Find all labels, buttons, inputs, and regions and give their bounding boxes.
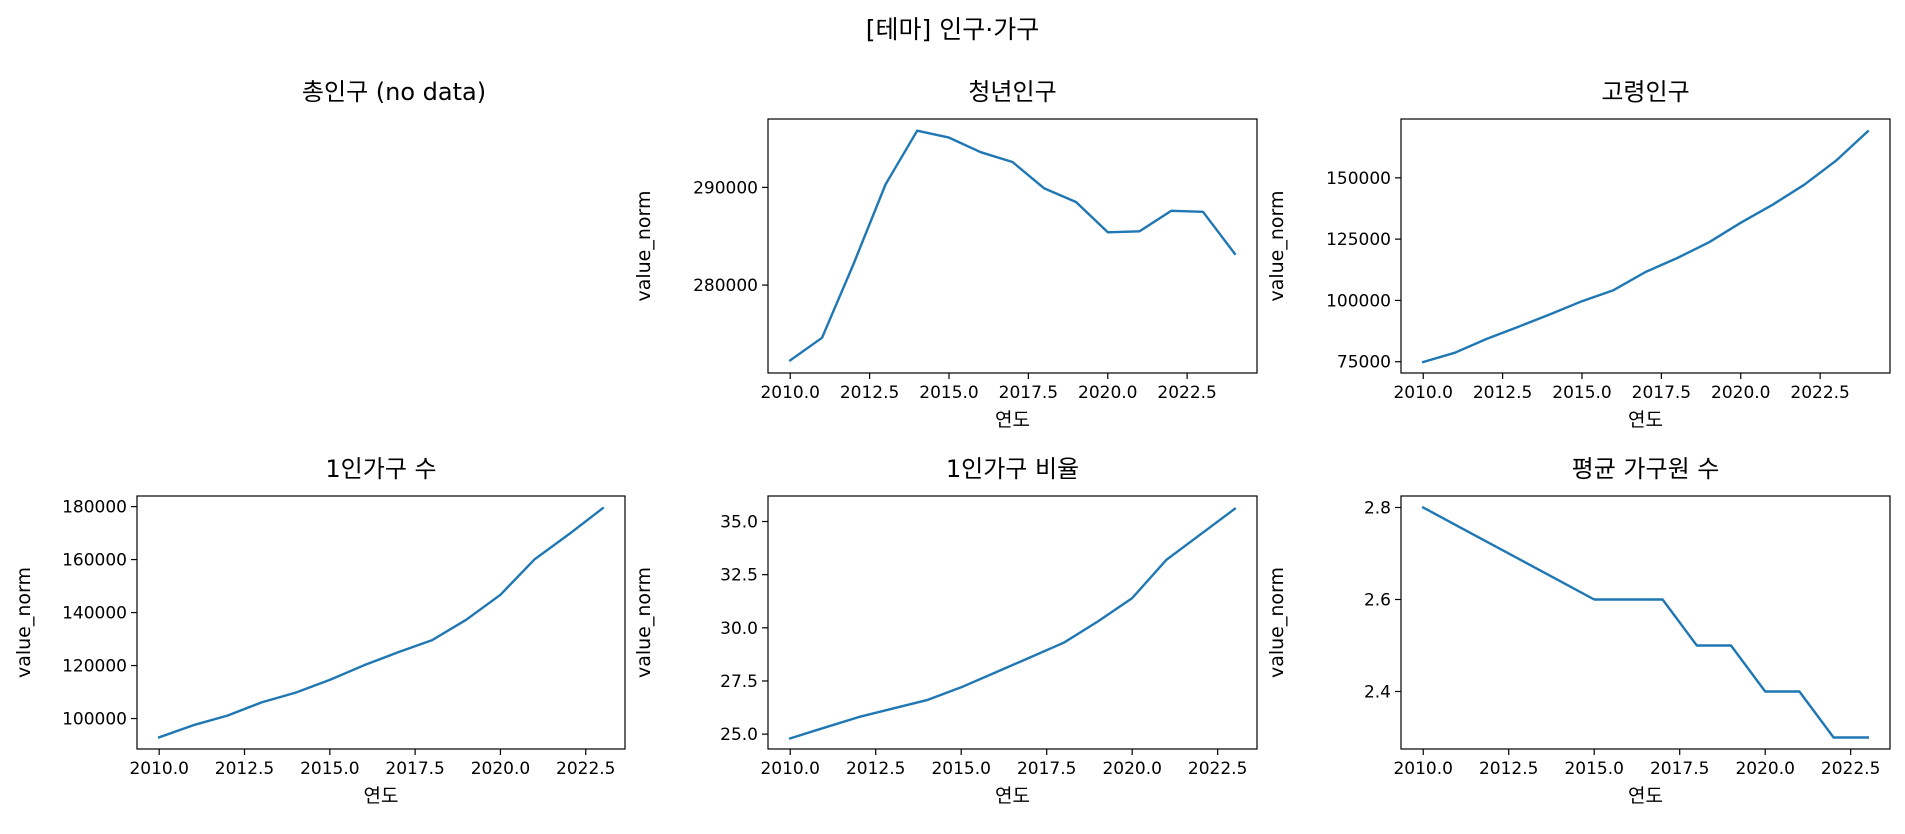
y-tick-label: 32.5 xyxy=(720,566,758,586)
x-axis-label: 연도 xyxy=(995,785,1030,807)
x-tick-label: 2010.0 xyxy=(129,759,188,779)
x-tick-label: 2010.0 xyxy=(1393,759,1452,779)
series-line xyxy=(157,506,605,739)
axes-frame xyxy=(767,495,1258,750)
y-tick-label: 30.0 xyxy=(720,619,758,639)
axes-frame xyxy=(767,118,1258,374)
subplot-5: 1인가구 비율 2010.0 2012.5 2015.0 2017.5 2020.0 202… xyxy=(633,455,1258,807)
x-axis-label: 연도 xyxy=(1628,409,1663,431)
subplot-3: 고령인구 2010.0 2012.5 2015.0 2017.5 2020.0 2022.5… xyxy=(1266,78,1891,431)
subplot-title: 평균 가구원 수 xyxy=(1572,455,1720,483)
y-tick-label: 180000 xyxy=(62,498,127,518)
y-tick-label: 140000 xyxy=(62,604,127,624)
y-tick-label: 160000 xyxy=(62,551,127,571)
y-tick-label: 150000 xyxy=(1326,169,1391,189)
x-tick-label: 2022.5 xyxy=(1790,383,1849,403)
y-tick-label: 2.6 xyxy=(1364,591,1391,611)
y-tick-label: 100000 xyxy=(62,710,127,730)
x-tick-label: 2020.0 xyxy=(1078,383,1137,403)
x-tick-label: 2017.5 xyxy=(1017,759,1076,779)
subplot-4: 1인가구 수 2010.0 2012.5 2015.0 2017.5 2020.0 2022… xyxy=(13,455,626,807)
figure-title: [테마] 인구·가구 xyxy=(865,15,1040,44)
y-axis-label: value_norm xyxy=(633,567,655,678)
y-tick-label: 35.0 xyxy=(720,513,758,533)
x-tick-label: 2015.0 xyxy=(919,383,978,403)
y-tick-label: 120000 xyxy=(62,657,127,677)
axes-frame xyxy=(1400,495,1891,750)
x-tick-label: 2010.0 xyxy=(1393,383,1452,403)
subplot-title: 청년인구 xyxy=(968,78,1056,106)
x-tick-label: 2010.0 xyxy=(760,759,819,779)
x-tick-label: 2012.5 xyxy=(1479,759,1538,779)
subplot-1: 총인구 (no data) xyxy=(302,78,486,106)
subplot-6: 평균 가구원 수 2010.0 2012.5 2015.0 2017.5 2020.0 20… xyxy=(1266,455,1891,807)
x-tick-label: 2022.5 xyxy=(556,759,615,779)
x-tick-label: 2020.0 xyxy=(1735,759,1794,779)
y-tick-label: 290000 xyxy=(693,178,758,198)
y-tick-label: 27.5 xyxy=(720,672,758,692)
x-tick-label: 2020.0 xyxy=(1711,383,1770,403)
subplot-title: 1인가구 비율 xyxy=(946,455,1079,483)
x-tick-label: 2012.5 xyxy=(1473,383,1532,403)
x-tick-label: 2012.5 xyxy=(846,759,905,779)
y-axis-label: value_norm xyxy=(633,190,655,301)
y-tick-label: 75000 xyxy=(1337,353,1391,373)
subplot-2: 청년인구 2010.0 2012.5 2015.0 2017.5 2020.0 2022.5… xyxy=(633,78,1258,431)
x-tick-label: 2017.5 xyxy=(1632,383,1691,403)
subplot-title: 고령인구 xyxy=(1601,78,1689,106)
y-tick-label: 2.4 xyxy=(1364,683,1391,703)
subplot-title: 1인가구 수 xyxy=(325,455,436,483)
x-tick-label: 2017.5 xyxy=(1650,759,1709,779)
axes-frame xyxy=(136,495,626,750)
x-axis-label: 연도 xyxy=(995,409,1030,431)
y-axis-label: value_norm xyxy=(13,567,35,678)
x-tick-label: 2017.5 xyxy=(999,383,1058,403)
y-tick-label: 25.0 xyxy=(720,725,758,745)
x-tick-label: 2020.0 xyxy=(471,759,530,779)
x-tick-label: 2020.0 xyxy=(1102,759,1161,779)
x-axis-label: 연도 xyxy=(1628,785,1663,807)
y-axis-label: value_norm xyxy=(1266,190,1288,301)
y-tick-label: 280000 xyxy=(693,276,758,296)
series-line xyxy=(788,129,1237,362)
axes-frame xyxy=(1400,118,1891,374)
x-tick-label: 2022.5 xyxy=(1821,759,1880,779)
series-line xyxy=(1421,129,1870,364)
x-tick-label: 2012.5 xyxy=(215,759,274,779)
x-tick-label: 2022.5 xyxy=(1157,383,1216,403)
x-axis-label: 연도 xyxy=(364,785,399,807)
x-tick-label: 2012.5 xyxy=(840,383,899,403)
y-tick-label: 125000 xyxy=(1326,230,1391,250)
x-tick-label: 2017.5 xyxy=(385,759,444,779)
x-tick-label: 2015.0 xyxy=(931,759,990,779)
y-tick-label: 2.8 xyxy=(1364,499,1391,519)
x-tick-label: 2015.0 xyxy=(1564,759,1623,779)
y-tick-label: 100000 xyxy=(1326,291,1391,311)
x-tick-label: 2015.0 xyxy=(1552,383,1611,403)
x-tick-label: 2015.0 xyxy=(300,759,359,779)
series-line xyxy=(788,507,1237,740)
x-tick-label: 2022.5 xyxy=(1188,759,1247,779)
subplot-title: 총인구 (no data) xyxy=(302,78,486,106)
y-axis-label: value_norm xyxy=(1266,567,1288,678)
series-line xyxy=(1421,505,1870,739)
x-tick-label: 2010.0 xyxy=(760,383,819,403)
